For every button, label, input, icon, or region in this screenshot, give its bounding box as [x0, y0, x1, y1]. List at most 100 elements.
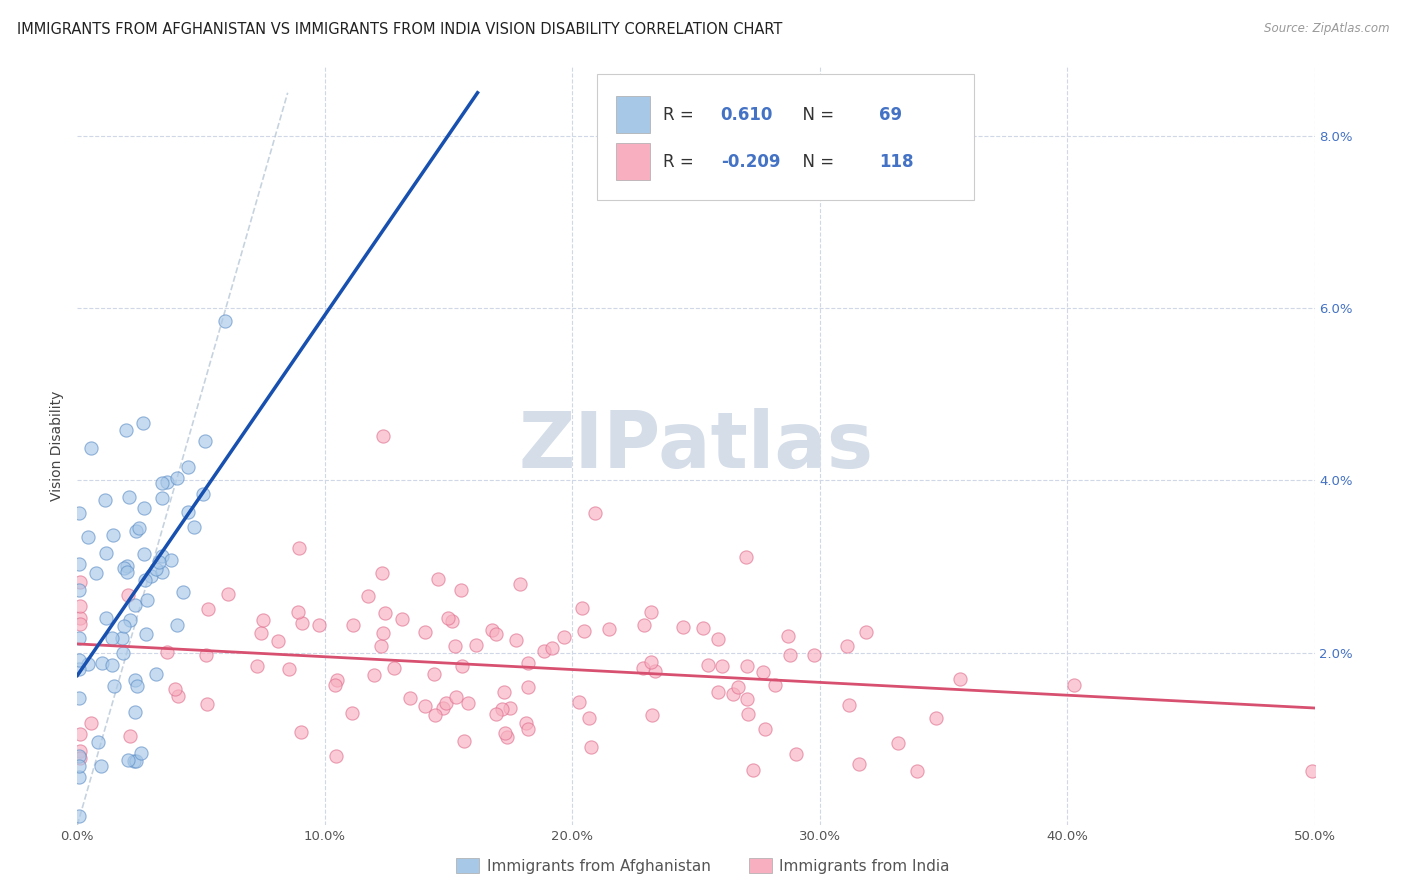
Point — [163, 681, 186, 696]
Point — [363, 668, 385, 682]
Point — [122, 754, 145, 768]
Point — [492, 685, 515, 699]
Point — [112, 561, 135, 575]
Point — [101, 657, 124, 672]
Point — [886, 736, 908, 750]
Point — [905, 764, 928, 779]
Point — [371, 566, 394, 580]
Point — [172, 585, 194, 599]
Point — [80, 715, 103, 730]
Point — [160, 553, 183, 567]
Text: 69: 69 — [879, 105, 903, 124]
Point — [450, 659, 472, 673]
Point — [710, 659, 733, 673]
Point — [100, 631, 122, 645]
Text: ZIPatlas: ZIPatlas — [519, 408, 873, 484]
Point — [499, 701, 522, 715]
Point — [166, 471, 188, 485]
Point — [166, 617, 188, 632]
Point — [696, 657, 718, 672]
Point — [443, 640, 465, 654]
Point — [441, 614, 464, 628]
Point — [735, 659, 758, 673]
Point — [495, 730, 517, 744]
Point — [150, 549, 173, 563]
Point — [94, 493, 117, 508]
Point — [128, 521, 150, 535]
Point — [124, 755, 146, 769]
Point — [707, 684, 730, 698]
Point — [287, 605, 309, 619]
Point — [124, 673, 146, 688]
Point — [77, 531, 100, 545]
Y-axis label: Vision Disability: Vision Disability — [51, 391, 65, 501]
Point — [134, 573, 156, 587]
Point — [69, 727, 91, 741]
Point — [156, 645, 179, 659]
Point — [67, 748, 90, 763]
Point — [195, 648, 218, 662]
Point — [838, 698, 860, 712]
Point — [568, 695, 591, 709]
Point — [67, 506, 90, 520]
Point — [737, 706, 759, 721]
Point — [124, 706, 146, 720]
Point — [356, 589, 378, 603]
Point — [67, 582, 90, 597]
Point — [112, 646, 135, 660]
Point — [373, 429, 395, 443]
Point — [325, 749, 347, 764]
Point — [67, 691, 90, 706]
Text: -0.209: -0.209 — [721, 153, 780, 170]
Point — [741, 763, 763, 777]
Point — [288, 541, 311, 555]
Point — [342, 706, 364, 720]
Text: N =: N = — [793, 153, 839, 170]
Text: R =: R = — [662, 153, 699, 170]
Point — [706, 632, 728, 646]
Point — [672, 620, 695, 634]
Point — [197, 601, 219, 615]
Point — [737, 692, 759, 706]
Point — [69, 575, 91, 590]
Text: 0.610: 0.610 — [721, 105, 773, 124]
Point — [598, 622, 620, 636]
Text: N =: N = — [793, 105, 839, 124]
Point — [120, 613, 142, 627]
Point — [67, 557, 90, 571]
Point — [1063, 678, 1085, 692]
FancyBboxPatch shape — [616, 96, 650, 133]
Point — [132, 416, 155, 430]
Point — [150, 475, 173, 490]
Point — [1301, 764, 1323, 779]
Point — [117, 588, 139, 602]
Point — [191, 487, 214, 501]
Point — [291, 615, 314, 630]
Point — [391, 612, 413, 626]
Point — [148, 555, 170, 569]
Point — [423, 666, 446, 681]
Point — [509, 577, 531, 591]
Point — [150, 491, 173, 505]
Point — [778, 629, 800, 643]
Point — [77, 657, 100, 671]
FancyBboxPatch shape — [598, 75, 974, 200]
Point — [267, 633, 290, 648]
Point — [754, 723, 776, 737]
Point — [145, 667, 167, 681]
Point — [485, 707, 508, 722]
Point — [641, 707, 664, 722]
Point — [427, 572, 450, 586]
Point — [631, 661, 654, 675]
Text: Source: ZipAtlas.com: Source: ZipAtlas.com — [1264, 22, 1389, 36]
Point — [925, 711, 948, 725]
Point — [505, 633, 527, 648]
Point — [785, 747, 807, 762]
Point — [91, 657, 114, 671]
Point — [370, 639, 392, 653]
Point — [69, 744, 91, 758]
Point — [517, 657, 540, 671]
Point — [94, 611, 117, 625]
Point — [152, 565, 174, 579]
Point — [481, 623, 503, 637]
